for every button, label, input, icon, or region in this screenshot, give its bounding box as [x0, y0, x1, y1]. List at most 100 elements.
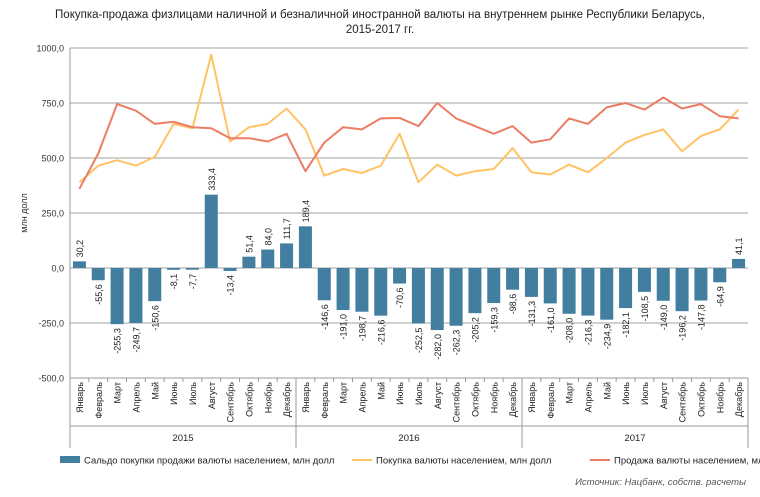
- year-label: 2017: [624, 433, 645, 444]
- month-label: Октябрь: [696, 382, 706, 417]
- month-label: Декабрь: [282, 382, 292, 417]
- bar-data-label: -146,6: [320, 304, 330, 330]
- bar: [581, 268, 595, 316]
- bar-data-label: -150,6: [150, 305, 160, 331]
- month-label: Январь: [527, 382, 537, 413]
- y-axis-label: млн долл: [19, 193, 29, 232]
- bar: [430, 268, 444, 331]
- bar: [694, 268, 708, 301]
- month-label: Апрель: [583, 382, 593, 413]
- bar: [204, 194, 218, 268]
- bar-data-label: -131,3: [527, 301, 537, 327]
- year-label: 2015: [172, 433, 193, 444]
- y-tick-label: 0,0: [51, 264, 64, 274]
- bar-data-label: 41,1: [734, 237, 744, 255]
- bar: [506, 268, 520, 290]
- bar: [280, 243, 294, 268]
- bar-data-label: -262,3: [452, 330, 462, 356]
- y-tick-label: 500,0: [41, 154, 64, 164]
- legend-label: Продажа валюты населением, млн долл: [614, 456, 760, 467]
- month-label: Сентябрь: [226, 382, 236, 423]
- bar: [110, 268, 124, 325]
- bar-data-label: -98,6: [508, 294, 518, 315]
- bar-data-label: -208,0: [565, 318, 575, 344]
- month-label: Август: [659, 382, 669, 409]
- legend-label: Сальдо покупки продажи валюты населением…: [84, 456, 334, 467]
- month-label: Июль: [640, 382, 650, 405]
- bar: [393, 268, 407, 284]
- bar: [713, 268, 727, 283]
- bar-data-label: -198,7: [357, 316, 367, 342]
- month-label: Октябрь: [470, 382, 480, 417]
- bar-data-label: -108,5: [640, 296, 650, 322]
- bar-data-label: -159,3: [489, 307, 499, 333]
- month-label: Март: [113, 382, 123, 404]
- bar-data-label: -182,1: [621, 312, 631, 338]
- chart-subtitle: 2015-2017 гг.: [345, 24, 415, 36]
- month-label: Февраль: [320, 382, 330, 419]
- bar: [411, 268, 425, 324]
- chart-title: Покупка-продажа физлицами наличной и без…: [0, 8, 760, 38]
- month-label: Март: [565, 382, 575, 404]
- bar-data-label: 111,7: [282, 218, 292, 239]
- month-label: Сентябрь: [452, 382, 462, 423]
- month-label: Июнь: [621, 382, 631, 405]
- bar-data-label: -191,0: [339, 314, 349, 340]
- month-label: Январь: [301, 382, 311, 413]
- bar: [242, 256, 256, 268]
- bar-data-label: -216,6: [376, 320, 386, 346]
- month-label: Февраль: [546, 382, 556, 419]
- bar: [562, 268, 576, 314]
- bar-data-label: -64,9: [715, 286, 725, 307]
- bar: [468, 268, 482, 314]
- bar-data-label: -7,7: [188, 274, 198, 290]
- bar: [637, 268, 651, 292]
- bar-data-label: -55,6: [94, 284, 104, 305]
- bar: [524, 268, 538, 297]
- month-label: Июль: [414, 382, 424, 405]
- month-label: Август: [433, 382, 443, 409]
- y-tick-label: 750,0: [41, 99, 64, 109]
- bar-data-label: -205,2: [470, 317, 480, 343]
- year-label: 2016: [398, 433, 419, 444]
- month-label: Май: [150, 382, 160, 400]
- y-tick-label: -500,0: [38, 374, 64, 384]
- month-label: Март: [339, 382, 349, 404]
- bar: [449, 268, 463, 326]
- month-label: Декабрь: [508, 382, 518, 417]
- bar-data-label: -249,7: [131, 327, 141, 353]
- bar-data-label: -252,5: [414, 328, 424, 354]
- bar-data-label: 51,4: [244, 235, 254, 253]
- bar: [619, 268, 633, 309]
- bar: [167, 268, 181, 270]
- month-label: Январь: [75, 382, 85, 413]
- bar-data-label: -70,6: [395, 288, 405, 309]
- bar: [298, 226, 312, 268]
- source-note: Источник: Нацбанк, собств. расчеты: [575, 477, 746, 488]
- bar-data-label: -147,8: [696, 305, 706, 331]
- legend-swatch-bar: [60, 456, 80, 463]
- bar-data-label: -216,3: [583, 320, 593, 346]
- bar: [487, 268, 501, 304]
- bar-data-label: 84,0: [263, 228, 273, 246]
- bar-data-label: 189,4: [301, 200, 311, 223]
- month-label: Апрель: [131, 382, 141, 413]
- bar: [336, 268, 350, 311]
- bar: [223, 268, 237, 271]
- bar: [600, 268, 614, 320]
- y-tick-label: -250,0: [38, 319, 64, 329]
- y-tick-label: 1000,0: [36, 44, 64, 54]
- legend-label: Покупка валюты населением, млн долл: [376, 456, 551, 467]
- bar: [656, 268, 670, 301]
- bar: [148, 268, 162, 302]
- month-label: Ноябрь: [489, 382, 499, 414]
- month-label: Июнь: [395, 382, 405, 405]
- bar: [355, 268, 369, 312]
- bar: [732, 258, 746, 268]
- bar-data-label: -234,9: [602, 324, 612, 350]
- month-label: Май: [602, 382, 612, 400]
- bar-data-label: -8,1: [169, 274, 179, 290]
- month-label: Февраль: [94, 382, 104, 419]
- bar-data-label: -255,3: [113, 328, 123, 354]
